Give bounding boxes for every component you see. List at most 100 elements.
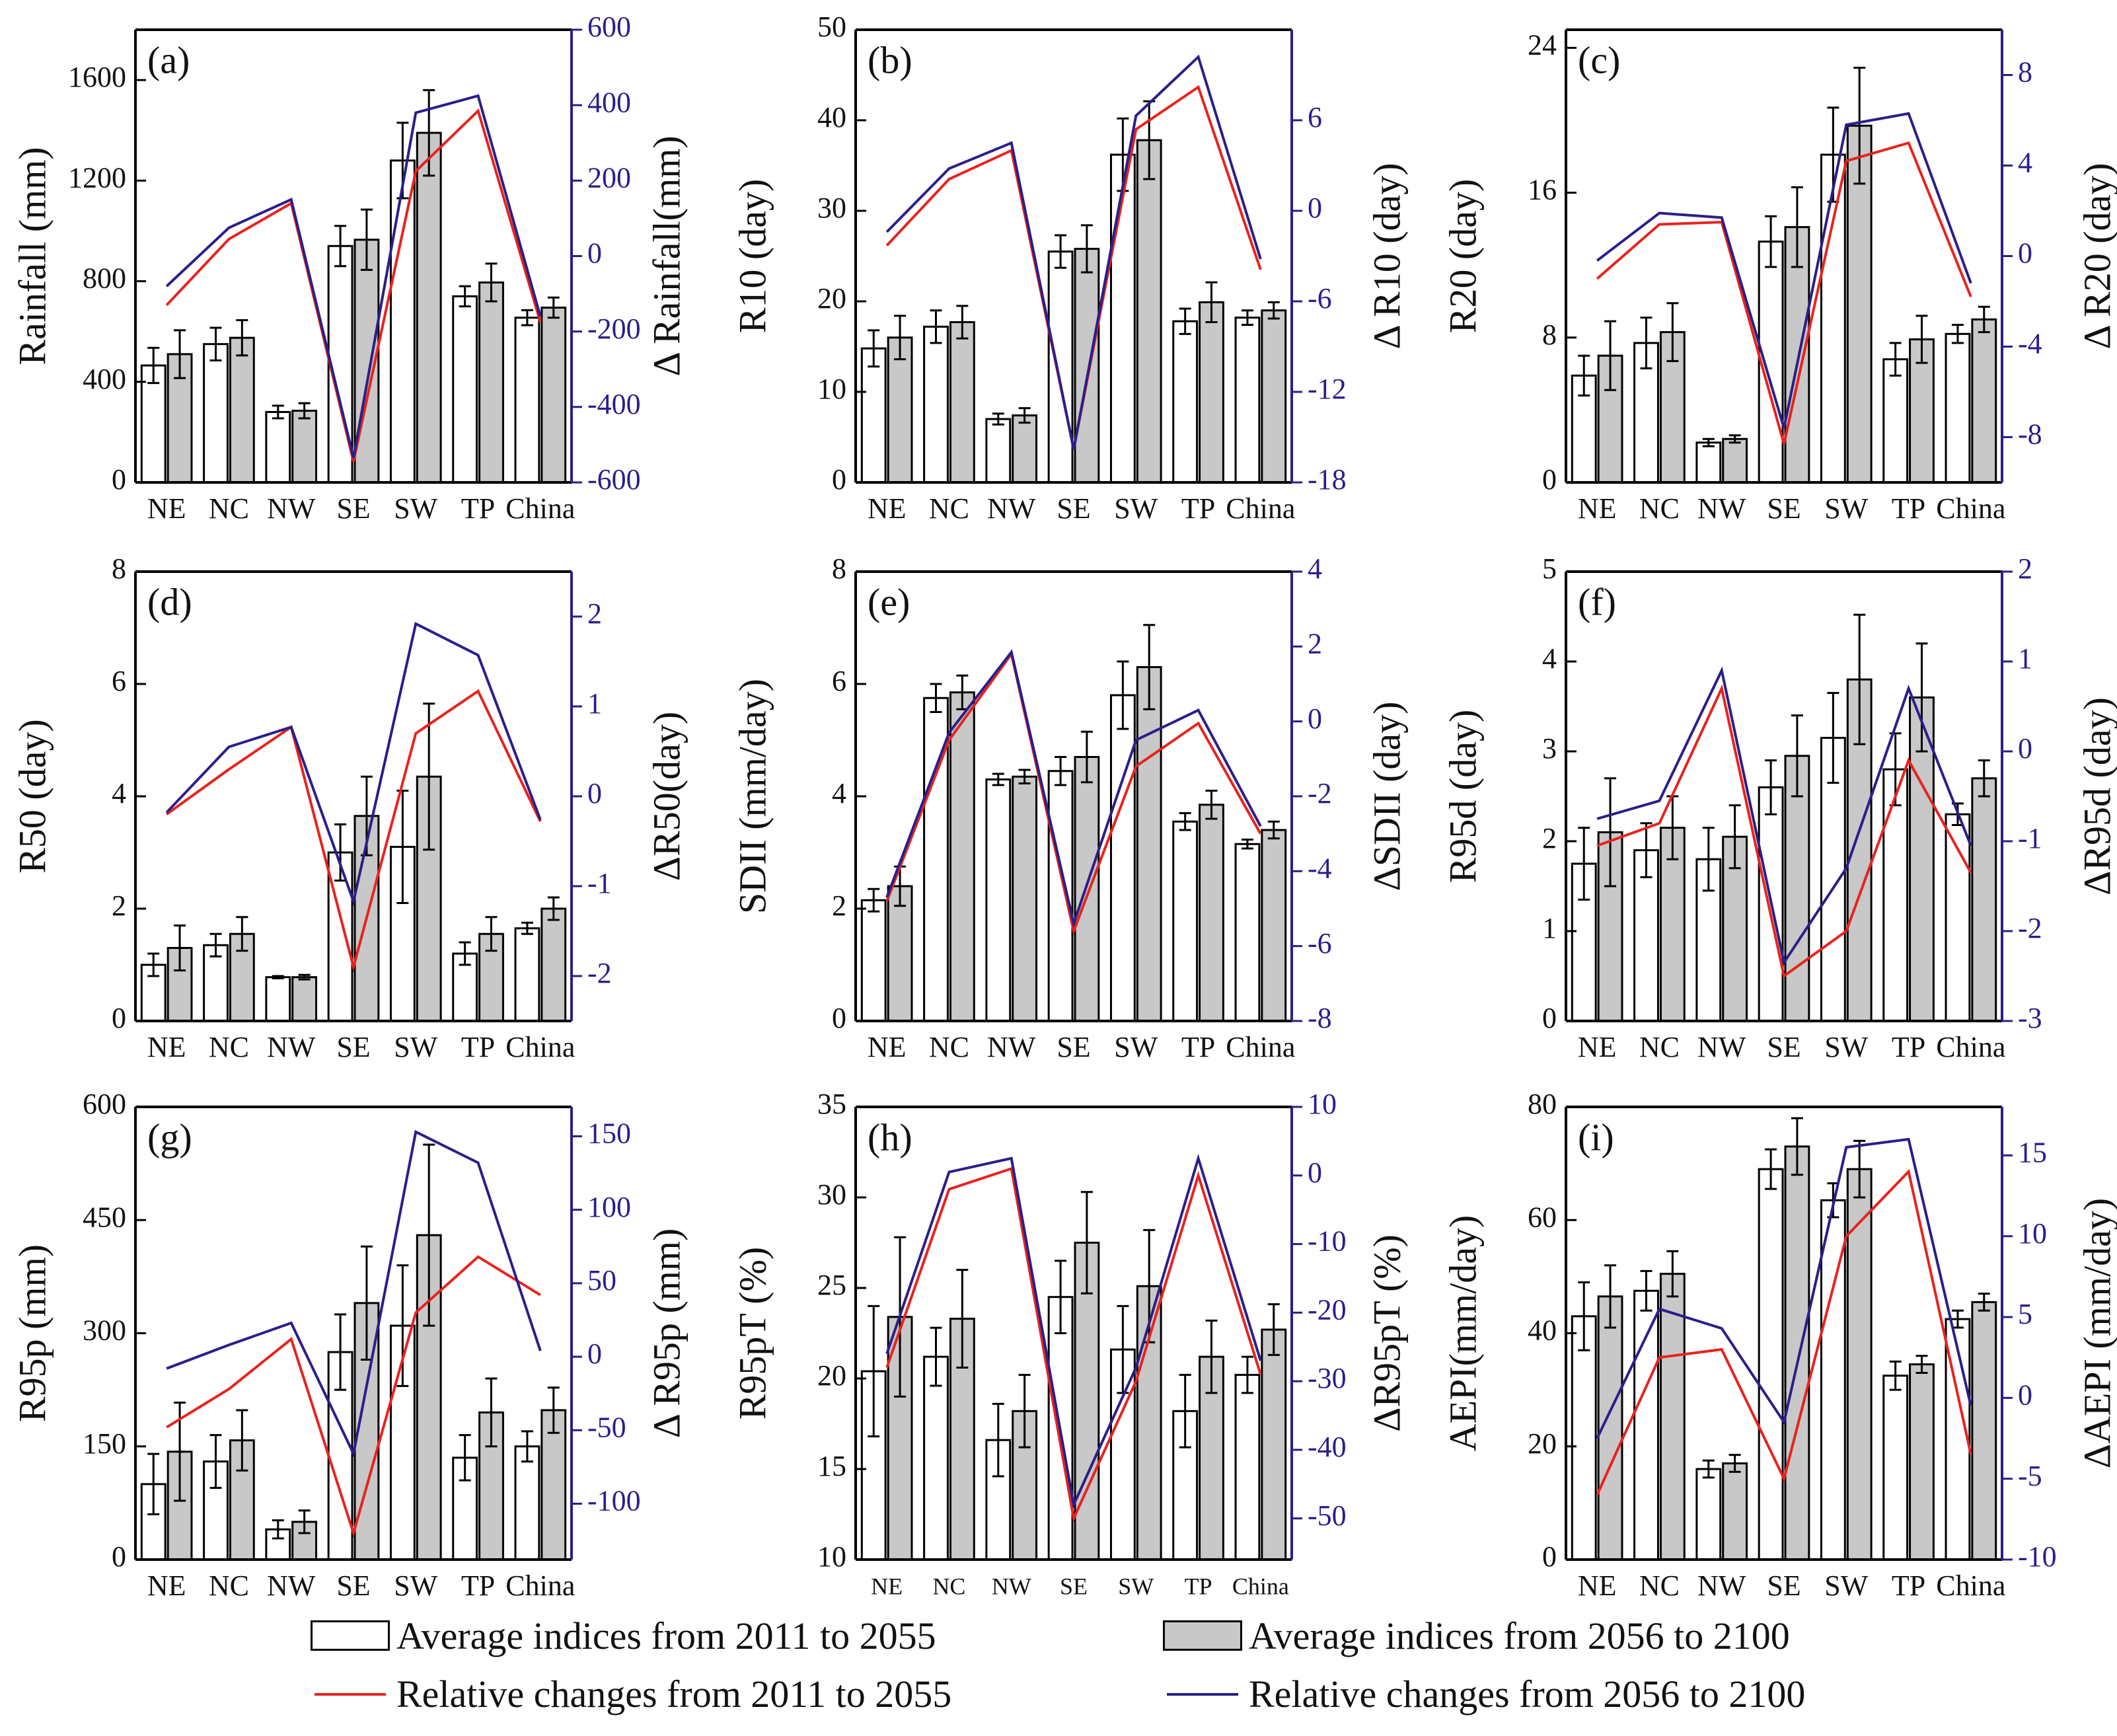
- bar-early-tp: [1172, 820, 1199, 1022]
- right-tick-label: 0: [2018, 732, 2032, 765]
- category-label-se: SE: [1060, 1573, 1088, 1599]
- category-label-ne: NE: [147, 492, 186, 525]
- left-tick-label: 30: [817, 1178, 846, 1211]
- category-label-tp: TP: [1892, 1031, 1925, 1063]
- category-label-china: China: [1226, 492, 1295, 525]
- left-tick-label: 0: [1542, 463, 1557, 496]
- category-label-china: China: [1936, 492, 2005, 525]
- bar-early-nc: [203, 343, 229, 484]
- left-tick-label: 450: [83, 1201, 126, 1233]
- left-tick-label: 4: [1542, 642, 1557, 675]
- bar-early-tp: [1882, 768, 1909, 1022]
- panel-label: (a): [147, 38, 190, 81]
- bar-early-se: [1758, 1168, 1784, 1561]
- category-label-tp: TP: [1181, 1031, 1215, 1063]
- panel-label: (c): [1578, 38, 1620, 81]
- category-label-tp: TP: [461, 492, 495, 525]
- legend-gray-bar-swatch: [1163, 1620, 1242, 1651]
- bar-early-china: [514, 1445, 540, 1561]
- category-label-ne: NE: [1578, 492, 1617, 525]
- y-axis-title: AEPI(mm/day): [1441, 1215, 1484, 1452]
- panel-c: 0 8 16 24 -8 -4 0 4 8 NE NC NW SE SW TP China (c) R20 (da…: [1441, 28, 2117, 525]
- category-label-ne: NE: [868, 492, 907, 525]
- left-tick-label: 0: [832, 463, 846, 496]
- right-tick-label: 0: [587, 1338, 602, 1370]
- bar-early-tp: [1882, 1375, 1909, 1561]
- left-tick-label: 20: [1528, 1427, 1557, 1460]
- y2-axis-title: Δ Rainfall(mm): [645, 135, 688, 376]
- panel-label: (b): [868, 38, 912, 81]
- y2-axis-title: Δ R95p (mm): [645, 1228, 688, 1439]
- y-axis-title: Rainfall (mm): [11, 147, 54, 365]
- left-tick-label: 4: [832, 777, 846, 810]
- category-label-se: SE: [1057, 1031, 1090, 1063]
- legend-red-line-label: Relative changes from 2011 to 2055: [396, 1672, 952, 1716]
- bar-early-sw: [1109, 153, 1136, 484]
- bar-late-sw: [416, 132, 442, 484]
- bar-early-ne: [1571, 1315, 1597, 1561]
- bar-early-se: [1047, 770, 1074, 1022]
- right-tick-label: -10: [1308, 1225, 1347, 1258]
- category-label-nw: NW: [992, 1573, 1031, 1599]
- category-label-ne: NE: [147, 1031, 186, 1063]
- category-label-ne: NE: [1578, 1031, 1617, 1063]
- category-label-sw: SW: [394, 1569, 437, 1602]
- right-tick-label: 400: [587, 86, 631, 118]
- bar-late-nw: [291, 976, 318, 1022]
- bar-early-nw: [985, 418, 1012, 484]
- line-change-early: [165, 689, 542, 973]
- panel-label: (f): [1578, 580, 1616, 623]
- category-label-ne: NE: [871, 1573, 903, 1599]
- right-tick-label: -2: [2018, 912, 2042, 944]
- bar-late-nw: [1012, 775, 1038, 1022]
- bar-late-china: [1261, 309, 1287, 484]
- category-label-se: SE: [1767, 1569, 1801, 1602]
- left-tick-label: 3: [1542, 732, 1557, 765]
- right-tick-label: -30: [1308, 1362, 1347, 1394]
- panel-a: 0 400 800 1200 1600 -600 -400 -200 0 200 400 600 NE N…: [11, 11, 688, 525]
- right-tick-label: 100: [587, 1191, 631, 1223]
- left-tick-label: 400: [83, 363, 126, 395]
- bar-late-tp: [478, 281, 504, 484]
- line-change-late: [885, 1153, 1262, 1509]
- bar-early-nc: [203, 944, 229, 1022]
- bar-late-nc: [949, 691, 975, 1022]
- right-tick-label: 8: [2018, 56, 2032, 89]
- legend: Average indices from 2011 to 2055 Averag…: [0, 1599, 2117, 1736]
- bar-late-se: [1074, 248, 1100, 484]
- bar-late-nw: [1722, 1462, 1748, 1561]
- category-label-se: SE: [336, 1569, 370, 1602]
- left-tick-label: 35: [817, 1088, 846, 1120]
- category-label-tp: TP: [1892, 492, 1925, 525]
- right-tick-label: 2: [587, 597, 602, 630]
- left-tick-label: 4: [112, 777, 126, 810]
- left-tick-label: 60: [1528, 1201, 1557, 1233]
- bar-late-ne: [887, 885, 913, 1022]
- bar-early-ne: [860, 347, 887, 484]
- category-label-ne: NE: [1578, 1569, 1617, 1602]
- left-tick-label: 800: [83, 262, 126, 295]
- bar-early-china: [1234, 843, 1261, 1022]
- y2-axis-title: ΔR95d (day): [2075, 697, 2117, 895]
- category-label-nc: NC: [209, 1569, 249, 1602]
- left-tick-label: 80: [1528, 1088, 1557, 1120]
- bar-early-nw: [265, 410, 291, 484]
- right-tick-label: -200: [587, 313, 641, 345]
- y2-axis-title: ΔR95pT (%): [1365, 1234, 1408, 1432]
- right-tick-label: -4: [2018, 328, 2042, 360]
- bar-early-china: [1945, 332, 1971, 484]
- line-change-late: [165, 94, 542, 459]
- category-label-china: China: [505, 1569, 575, 1602]
- right-tick-label: 0: [1308, 1156, 1322, 1189]
- line-change-early: [885, 650, 1262, 936]
- category-label-nw: NW: [267, 492, 316, 525]
- left-tick-label: 20: [817, 282, 846, 315]
- bar-early-china: [514, 927, 540, 1022]
- right-tick-label: 200: [587, 161, 631, 194]
- category-label-china: China: [505, 492, 575, 525]
- category-label-nw: NW: [987, 492, 1036, 525]
- right-tick-label: 0: [1308, 192, 1322, 224]
- left-tick-label: 16: [1528, 174, 1557, 206]
- category-label-se: SE: [1767, 492, 1801, 525]
- left-tick-label: 8: [832, 552, 846, 585]
